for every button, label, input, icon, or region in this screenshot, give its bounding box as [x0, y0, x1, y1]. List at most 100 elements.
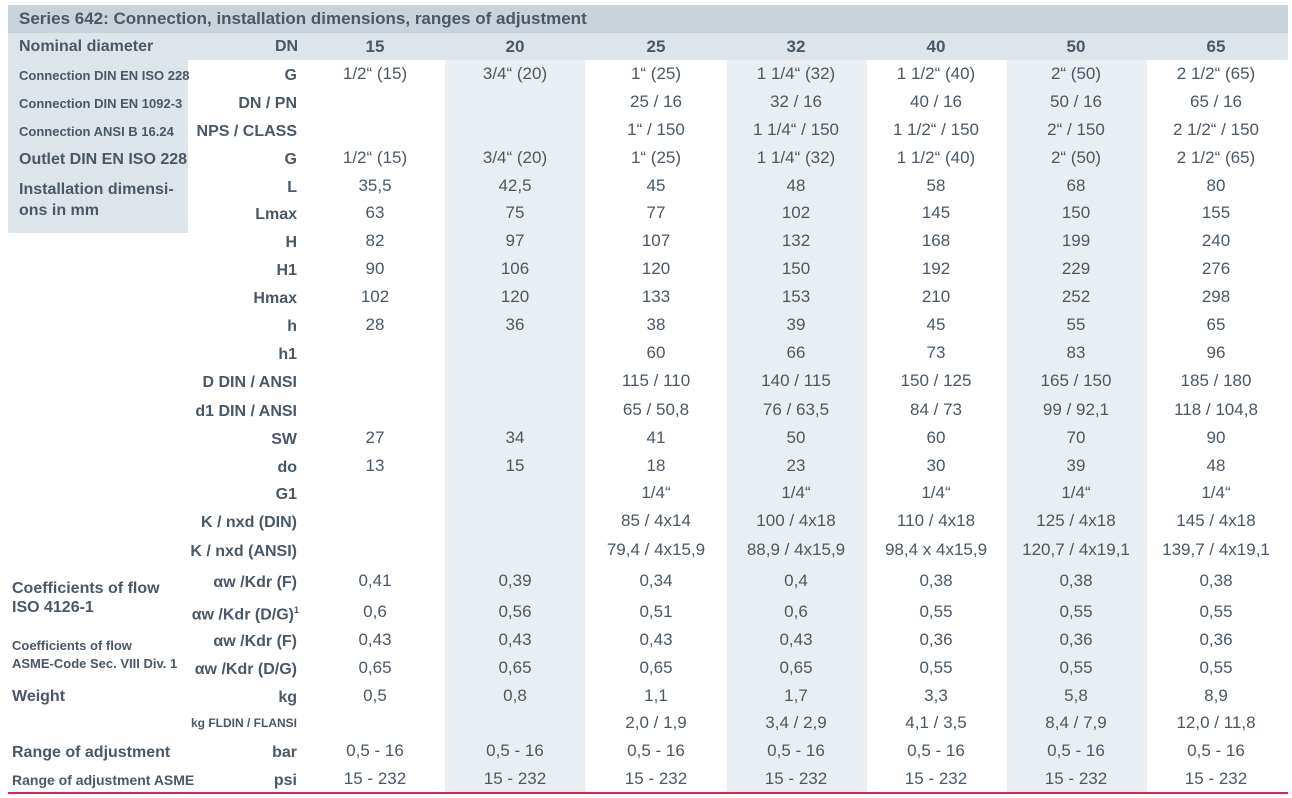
table-cell: 252 — [1061, 287, 1091, 306]
label-coeff-asme-2: ASME-Code Sec. VIII Div. 1 — [12, 656, 178, 671]
table-cell: 145 / 4x18 — [1176, 511, 1256, 530]
table-cell: 1 1/2“ / 150 — [892, 120, 980, 139]
dn-column-header: 15 — [365, 37, 385, 56]
row-symbol: G — [285, 151, 297, 169]
table-cell: 18 — [646, 456, 666, 475]
table-cell: 66 — [786, 343, 806, 362]
table-cell: 1“ (25) — [630, 148, 682, 167]
table-cell: 88,9 / 4x15,9 — [746, 540, 846, 559]
table-cell: 1“ / 150 — [627, 120, 685, 139]
row-symbol: D DIN / ANSI — [202, 374, 297, 392]
table-cell: 3/4“ (20) — [482, 64, 548, 83]
table-cell: 107 — [641, 231, 671, 250]
table-cell: 168 — [921, 231, 951, 250]
table-cell: 75 — [505, 203, 525, 222]
row-symbol: Lmax — [255, 206, 297, 224]
table-cell: 0,43 — [639, 630, 673, 649]
table-cell: 120 — [500, 287, 530, 306]
row-symbol: Hmax — [253, 290, 297, 308]
table-cell: 115 / 110 — [621, 371, 691, 390]
table-cell: 0,51 — [639, 602, 673, 621]
table-cell: 192 — [921, 259, 951, 278]
table-cell: 39 — [1066, 456, 1086, 475]
dn-column-header: 40 — [926, 37, 946, 56]
table-cell: 8,4 / 7,9 — [1045, 713, 1107, 732]
row-symbol: psi — [274, 772, 297, 790]
table-cell: 15 - 232 — [764, 769, 828, 788]
table-cell: 2“ / 150 — [1047, 120, 1105, 139]
table-cell: 100 / 4x18 — [756, 511, 836, 530]
table-cell: 63 — [365, 203, 385, 222]
table-cell: 15 - 232 — [483, 769, 547, 788]
row-symbol: h1 — [278, 346, 297, 364]
row-symbol-text: G1 — [275, 486, 297, 503]
table-cell: 155 — [1201, 203, 1231, 222]
table-cell: 0,6 — [784, 602, 808, 621]
table-cell: 39 — [786, 315, 806, 334]
table-cell: 0,43 — [358, 630, 392, 649]
column-shade-50 — [1007, 60, 1147, 793]
row-symbol-text: Hmax — [253, 290, 297, 307]
table-cell: 0,5 - 16 — [767, 741, 825, 760]
table-cell: 106 — [500, 259, 530, 278]
table-cell: 150 — [781, 259, 811, 278]
row-symbol: G1 — [276, 486, 297, 504]
table-cell: 0,5 - 16 — [627, 741, 685, 760]
table-cell: 65 — [1206, 315, 1226, 334]
row-symbol-text: do — [277, 459, 297, 476]
row-symbol: d1 DIN / ANSI — [195, 403, 297, 421]
row-symbol-text: H — [285, 234, 297, 251]
label-conn-din-iso: Connection DIN EN ISO 228 — [19, 68, 190, 83]
table-cell: 0,55 — [919, 658, 953, 677]
table-cell: 79,4 / 4x15,9 — [606, 540, 706, 559]
table-cell: 2,0 / 1,9 — [625, 713, 687, 732]
table-cell: 0,43 — [498, 630, 532, 649]
table-cell: 0,34 — [639, 571, 673, 590]
table-cell: 0,55 — [919, 602, 953, 621]
table-cell: 0,55 — [1199, 658, 1233, 677]
table-cell: 229 — [1061, 259, 1091, 278]
table-cell: 84 / 73 — [910, 400, 962, 419]
table-cell: 50 — [786, 428, 806, 447]
table-cell: 48 — [786, 176, 806, 195]
table-cell: 0,5 - 16 — [907, 741, 965, 760]
row-symbol-text: K / nxd (DIN) — [201, 514, 297, 531]
row-symbol: kg FLDIN / FLANSI — [191, 716, 297, 730]
table-title-bar: Series 642: Connection, installation dim… — [8, 5, 1288, 33]
table-cell: 97 — [505, 231, 525, 250]
row-symbol-text: DN / PN — [238, 95, 297, 112]
table-cell: 0,65 — [358, 658, 392, 677]
column-shade-32 — [727, 60, 867, 793]
table-cell: 15 - 232 — [904, 769, 968, 788]
row-symbol: H1 — [277, 262, 297, 280]
table-cell: 0,38 — [1199, 571, 1233, 590]
table-cell: 0,36 — [919, 630, 953, 649]
table-cell: 3/4“ (20) — [482, 148, 548, 167]
row-symbol: DN / PN — [238, 95, 297, 113]
table-cell: 76 / 63,5 — [762, 400, 830, 419]
table-cell: 4,1 / 3,5 — [905, 713, 967, 732]
table-cell: 45 — [646, 176, 666, 195]
table-cell: 65 / 16 — [1190, 92, 1242, 111]
table-cell: 50 / 16 — [1050, 92, 1102, 111]
table-cell: 90 — [1206, 428, 1226, 447]
label-coeff-iso-1: Coefficients of flow — [12, 580, 160, 597]
table-cell: 82 — [365, 231, 385, 250]
table-cell: 0,5 - 16 — [346, 741, 404, 760]
table-cell: 0,41 — [358, 571, 392, 590]
table-cell: 96 — [1206, 343, 1226, 362]
table-cell: 98,4 x 4x15,9 — [884, 540, 988, 559]
row-symbol-text: kg — [278, 689, 297, 706]
table-cell: 0,36 — [1059, 630, 1093, 649]
table-cell: 199 — [1061, 231, 1091, 250]
table-cell: 83 — [1066, 343, 1086, 362]
table-cell: 145 — [921, 203, 951, 222]
table-title: Series 642: Connection, installation dim… — [19, 9, 587, 28]
row-symbol-text: bar — [272, 744, 297, 761]
table-cell: 0,5 - 16 — [486, 741, 544, 760]
table-cell: 15 — [505, 456, 525, 475]
table-cell: 133 — [641, 287, 671, 306]
table-cell: 85 / 4x14 — [621, 511, 691, 530]
table-cell: 1 1/2“ (40) — [896, 148, 976, 167]
table-cell: 0,4 — [784, 571, 808, 590]
